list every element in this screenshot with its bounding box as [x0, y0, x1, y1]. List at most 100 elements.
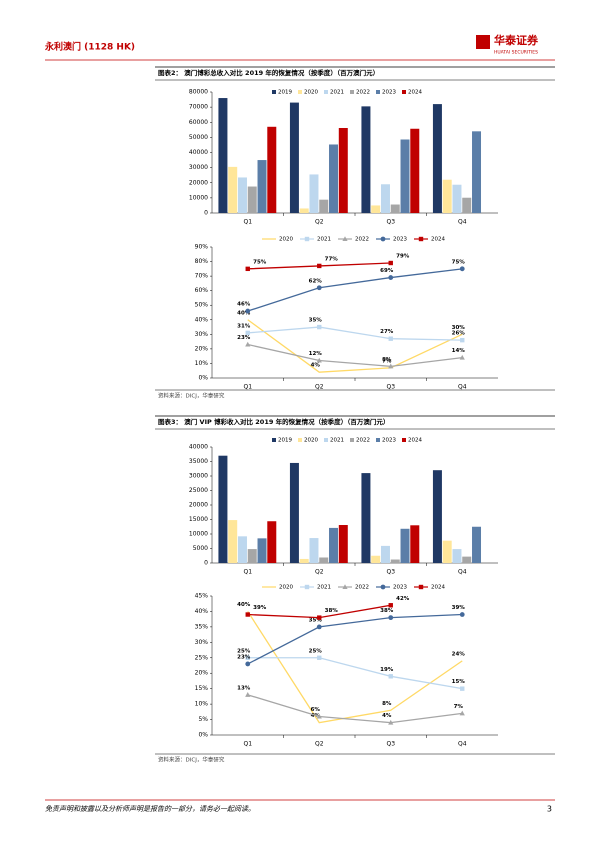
legend-label: 2023	[393, 585, 407, 591]
marker	[380, 236, 386, 242]
data-label: 40%	[237, 602, 251, 608]
legend-swatch	[402, 90, 406, 94]
marker	[388, 719, 394, 725]
legend-label: 2023	[382, 90, 396, 96]
y-tick-label: 30000	[189, 473, 208, 480]
x-tick-label: Q4	[458, 219, 467, 226]
bar	[247, 549, 257, 563]
bar	[410, 128, 420, 213]
y-tick-label: 10%	[195, 360, 209, 367]
bar	[267, 521, 277, 563]
data-label: 62%	[309, 278, 323, 284]
marker	[317, 324, 322, 330]
bar	[432, 470, 442, 563]
bar	[289, 102, 299, 213]
y-tick-label: 0	[204, 560, 208, 567]
marker	[388, 336, 393, 341]
y-tick-label: 20%	[195, 670, 209, 677]
y-tick-label: 90%	[195, 244, 209, 251]
marker	[304, 236, 310, 242]
bar	[267, 126, 277, 213]
footer-disclaimer: 免责声明和披露以及分析师声明是报告的一部分，请务必一起阅读。	[45, 805, 255, 813]
data-label: 7%	[454, 704, 464, 710]
figure-title: 图表3： 澳门 VIP 博彩收入对比 2019 年的恢复情况（按季度）（百万澳门…	[158, 417, 389, 426]
data-label: 4%	[382, 713, 392, 719]
bar	[338, 525, 348, 563]
data-label: 75%	[253, 259, 267, 265]
x-tick-label: Q1	[243, 741, 252, 748]
marker	[245, 266, 250, 272]
bar	[319, 557, 329, 563]
y-tick-label: 35000	[189, 458, 208, 465]
page-number: 3	[547, 805, 552, 814]
y-tick-label: 70000	[189, 104, 208, 111]
data-label: 39%	[452, 605, 466, 611]
bar	[432, 104, 442, 213]
y-tick-label: 80000	[189, 89, 208, 96]
marker	[418, 584, 424, 590]
data-label: 26%	[452, 331, 466, 337]
data-label: 15%	[452, 679, 466, 685]
legend-label: 2020	[304, 438, 318, 444]
bar	[218, 98, 228, 213]
bar	[371, 555, 381, 563]
data-label: 42%	[396, 596, 410, 602]
bar	[472, 526, 482, 563]
bar	[390, 559, 400, 563]
marker	[245, 692, 251, 697]
marker	[459, 354, 465, 360]
x-tick-label: Q2	[315, 569, 324, 576]
y-tick-label: 50000	[189, 134, 208, 141]
bar	[380, 545, 390, 563]
legend-label: 2023	[393, 237, 407, 243]
y-tick-label: 10000	[189, 531, 208, 538]
bar	[462, 197, 472, 213]
bar	[228, 166, 238, 213]
bar	[361, 473, 371, 563]
marker	[316, 285, 322, 291]
data-label: 7%	[382, 358, 392, 364]
y-tick-label: 5000	[193, 545, 208, 552]
bar	[410, 525, 420, 563]
marker	[317, 655, 322, 660]
bar	[237, 536, 247, 563]
data-label: 38%	[380, 608, 394, 614]
marker	[460, 686, 465, 691]
legend-label: 2020	[279, 237, 293, 243]
marker	[317, 615, 322, 620]
legend-label: 2022	[355, 585, 369, 591]
y-tick-label: 30000	[189, 164, 208, 171]
data-label: 23%	[237, 654, 251, 660]
marker	[388, 260, 393, 266]
bar	[299, 558, 309, 563]
marker	[459, 710, 465, 716]
marker	[418, 236, 424, 242]
legend-label: 2023	[382, 438, 396, 444]
bar	[400, 528, 410, 563]
bar	[319, 199, 329, 213]
marker	[459, 266, 465, 272]
data-label: 46%	[237, 302, 251, 308]
legend-swatch	[350, 90, 354, 94]
data-label: 25%	[309, 648, 323, 654]
marker	[388, 615, 394, 621]
data-label: 13%	[237, 685, 251, 691]
header-company: 永利澳门 (1128 HK)	[44, 41, 135, 53]
data-label: 14%	[452, 348, 466, 354]
bar	[442, 179, 452, 213]
y-tick-label: 60000	[189, 119, 208, 126]
line	[247, 268, 463, 312]
bar	[299, 208, 309, 213]
legend-label: 2024	[408, 90, 422, 96]
figure-source: 资料来源：DICJ，华泰研究	[158, 756, 225, 764]
y-tick-label: 15000	[189, 516, 208, 523]
y-tick-label: 40000	[189, 444, 208, 451]
data-label: 8%	[382, 357, 392, 363]
bar	[338, 127, 348, 213]
marker	[316, 624, 322, 630]
line	[247, 319, 463, 373]
line	[247, 611, 463, 724]
y-tick-label: 45%	[195, 593, 209, 600]
y-tick-label: 5%	[198, 716, 208, 723]
data-label: 77%	[325, 256, 339, 262]
